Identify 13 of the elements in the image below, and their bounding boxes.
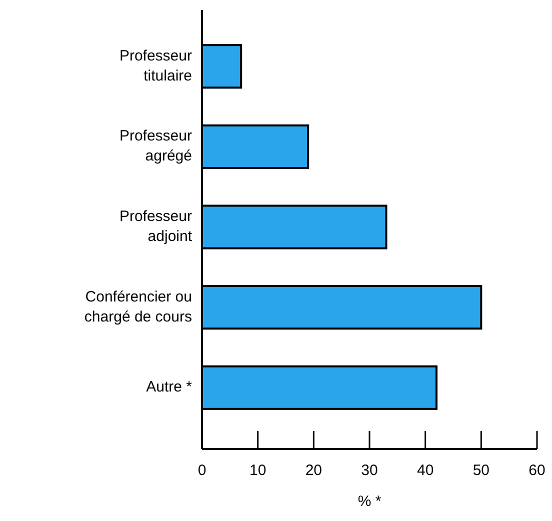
y-tick-label: Professeur adjoint: [119, 208, 193, 245]
y-tick-label: Professeur titulaire: [119, 47, 192, 84]
x-tick-label: 10: [249, 462, 266, 479]
y-tick-label: Autre *: [146, 378, 192, 396]
y-tick-label: Professeur agrégé: [119, 128, 192, 165]
y-tick-label: Conférencier ou chargé de cours: [84, 288, 192, 326]
x-tick-label: 60: [528, 462, 546, 479]
x-tick-label: 40: [416, 462, 434, 479]
x-tick-label: 0: [198, 462, 206, 479]
x-tick-label: 20: [305, 462, 322, 479]
x-axis-title: % *: [358, 493, 382, 510]
x-tick-label: 50: [472, 462, 490, 479]
x-tick-label: 30: [361, 462, 378, 479]
